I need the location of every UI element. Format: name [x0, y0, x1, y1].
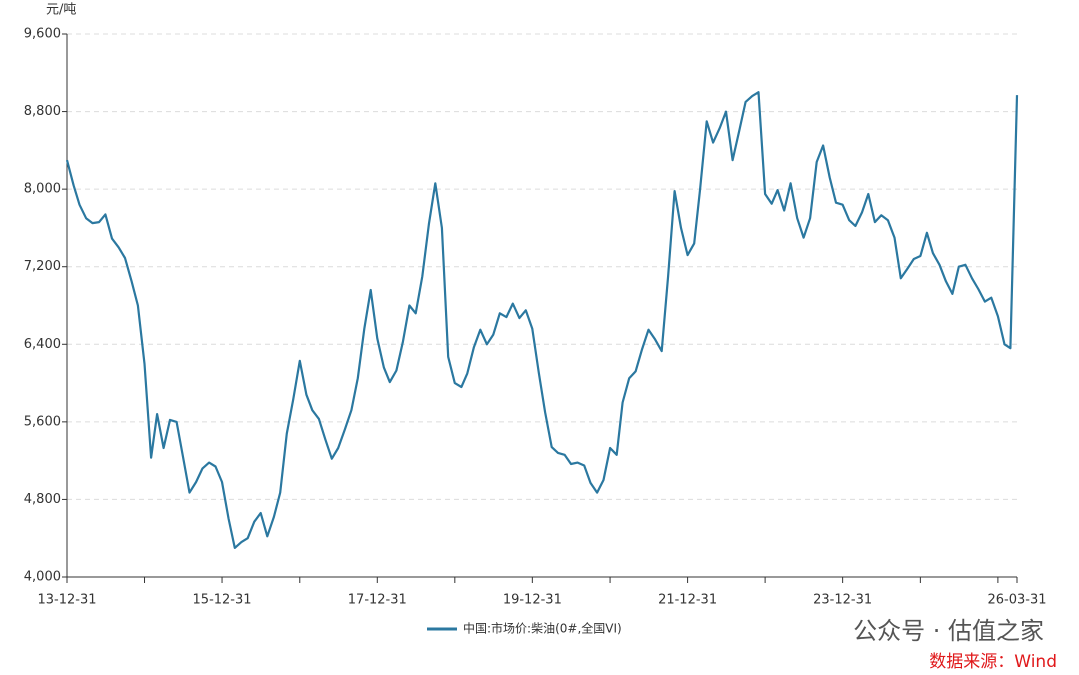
x-tick-label: 19-12-31 — [503, 593, 562, 608]
x-tick-label: 17-12-31 — [348, 593, 407, 608]
y-tick-label: 9,600 — [24, 27, 61, 42]
y-tick-label: 8,000 — [24, 182, 61, 197]
y-unit: 元/吨 — [46, 3, 76, 18]
x-tick-label: 15-12-31 — [193, 593, 252, 608]
x-tick-label: 13-12-31 — [37, 593, 96, 608]
x-tick-label: 21-12-31 — [658, 593, 717, 608]
y-tick-label: 5,600 — [24, 414, 61, 429]
line-series — [65, 91, 1019, 549]
legend-label: 中国:市场价:柴油(0#,全国VI) — [463, 621, 622, 636]
y-tick-label: 7,200 — [24, 259, 61, 274]
y-tick-label: 4,000 — [24, 570, 61, 585]
source-note: 数据来源：Wind — [929, 652, 1057, 672]
y-tick-label: 8,800 — [24, 104, 61, 119]
x-tick-label: 23-12-31 — [813, 593, 872, 608]
watermark: 公众号 · 估值之家 — [853, 617, 1044, 645]
y-tick-label: 4,800 — [24, 492, 61, 507]
y-tick-label: 6,400 — [24, 337, 61, 352]
x-tick-label: 26-03-31 — [987, 593, 1046, 608]
